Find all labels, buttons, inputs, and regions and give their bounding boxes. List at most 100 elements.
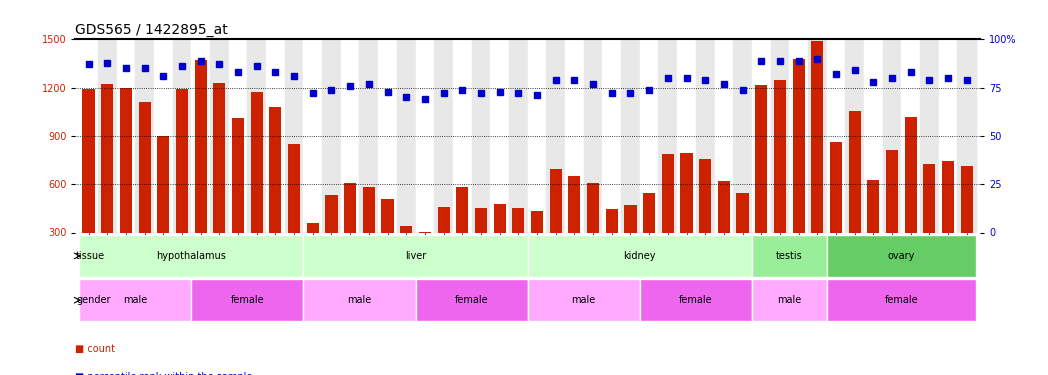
Bar: [119, 88, 132, 232]
Bar: [494, 204, 506, 232]
Bar: [621, 39, 639, 232]
Bar: [868, 180, 879, 232]
Bar: [639, 39, 658, 232]
Bar: [811, 41, 824, 232]
Bar: [864, 39, 882, 232]
Bar: [381, 199, 394, 232]
Bar: [661, 154, 674, 232]
Bar: [512, 207, 524, 232]
Bar: [882, 39, 901, 232]
Bar: [304, 39, 322, 232]
Text: kidney: kidney: [624, 251, 656, 261]
Bar: [307, 223, 319, 232]
Bar: [288, 144, 300, 232]
Bar: [97, 39, 116, 232]
Bar: [322, 39, 341, 232]
Bar: [658, 39, 677, 232]
Bar: [565, 39, 584, 232]
Bar: [737, 193, 748, 232]
Bar: [456, 188, 468, 232]
Bar: [808, 39, 827, 232]
Text: male: male: [571, 295, 596, 305]
Bar: [699, 159, 712, 232]
Text: female: female: [231, 295, 264, 305]
Bar: [827, 279, 976, 321]
Bar: [83, 89, 94, 232]
Bar: [250, 93, 263, 232]
Text: testis: testis: [776, 251, 803, 261]
Bar: [625, 205, 636, 232]
Bar: [210, 39, 228, 232]
Bar: [789, 39, 808, 232]
Text: female: female: [885, 295, 918, 305]
Bar: [341, 39, 359, 232]
Bar: [304, 235, 527, 277]
Bar: [192, 39, 210, 232]
Bar: [568, 176, 581, 232]
Bar: [80, 39, 97, 232]
Bar: [138, 102, 151, 232]
Bar: [603, 39, 621, 232]
Bar: [325, 195, 337, 232]
Bar: [792, 60, 805, 232]
Bar: [232, 118, 244, 232]
Bar: [434, 39, 453, 232]
Bar: [680, 153, 693, 232]
Bar: [416, 279, 527, 321]
Bar: [344, 183, 356, 232]
Text: ovary: ovary: [888, 251, 915, 261]
Bar: [102, 84, 113, 232]
Bar: [751, 39, 770, 232]
Bar: [490, 39, 509, 232]
Text: ■ percentile rank within the sample: ■ percentile rank within the sample: [75, 372, 253, 375]
Bar: [509, 39, 527, 232]
Bar: [80, 279, 192, 321]
Bar: [304, 279, 416, 321]
Bar: [135, 39, 154, 232]
Bar: [531, 211, 543, 232]
Bar: [696, 39, 715, 232]
Text: male: male: [123, 295, 148, 305]
Bar: [157, 136, 170, 232]
Text: male: male: [347, 295, 372, 305]
Bar: [751, 235, 827, 277]
Bar: [363, 188, 375, 232]
Bar: [939, 39, 958, 232]
Bar: [80, 235, 304, 277]
Bar: [269, 107, 282, 232]
Bar: [472, 39, 490, 232]
Bar: [214, 83, 225, 232]
Bar: [527, 279, 639, 321]
Text: gender: gender: [77, 295, 110, 305]
Bar: [228, 39, 247, 232]
Bar: [734, 39, 751, 232]
Bar: [901, 39, 920, 232]
Text: hypothalamus: hypothalamus: [156, 251, 226, 261]
Bar: [827, 235, 976, 277]
Text: female: female: [455, 295, 488, 305]
Bar: [643, 193, 655, 232]
Bar: [173, 39, 192, 232]
Bar: [527, 235, 751, 277]
Bar: [830, 142, 842, 232]
Bar: [192, 279, 304, 321]
Bar: [437, 207, 450, 232]
Bar: [266, 39, 285, 232]
Bar: [715, 39, 734, 232]
Text: ■ count: ■ count: [75, 344, 115, 354]
Bar: [827, 39, 846, 232]
Bar: [904, 117, 917, 232]
Text: female: female: [679, 295, 713, 305]
Bar: [416, 39, 434, 232]
Bar: [718, 181, 730, 232]
Bar: [920, 39, 939, 232]
Bar: [359, 39, 378, 232]
Bar: [378, 39, 397, 232]
Text: liver: liver: [405, 251, 427, 261]
Text: GDS565 / 1422895_at: GDS565 / 1422895_at: [75, 23, 228, 37]
Bar: [549, 169, 562, 232]
Bar: [751, 279, 827, 321]
Bar: [154, 39, 173, 232]
Bar: [958, 39, 976, 232]
Bar: [770, 39, 789, 232]
